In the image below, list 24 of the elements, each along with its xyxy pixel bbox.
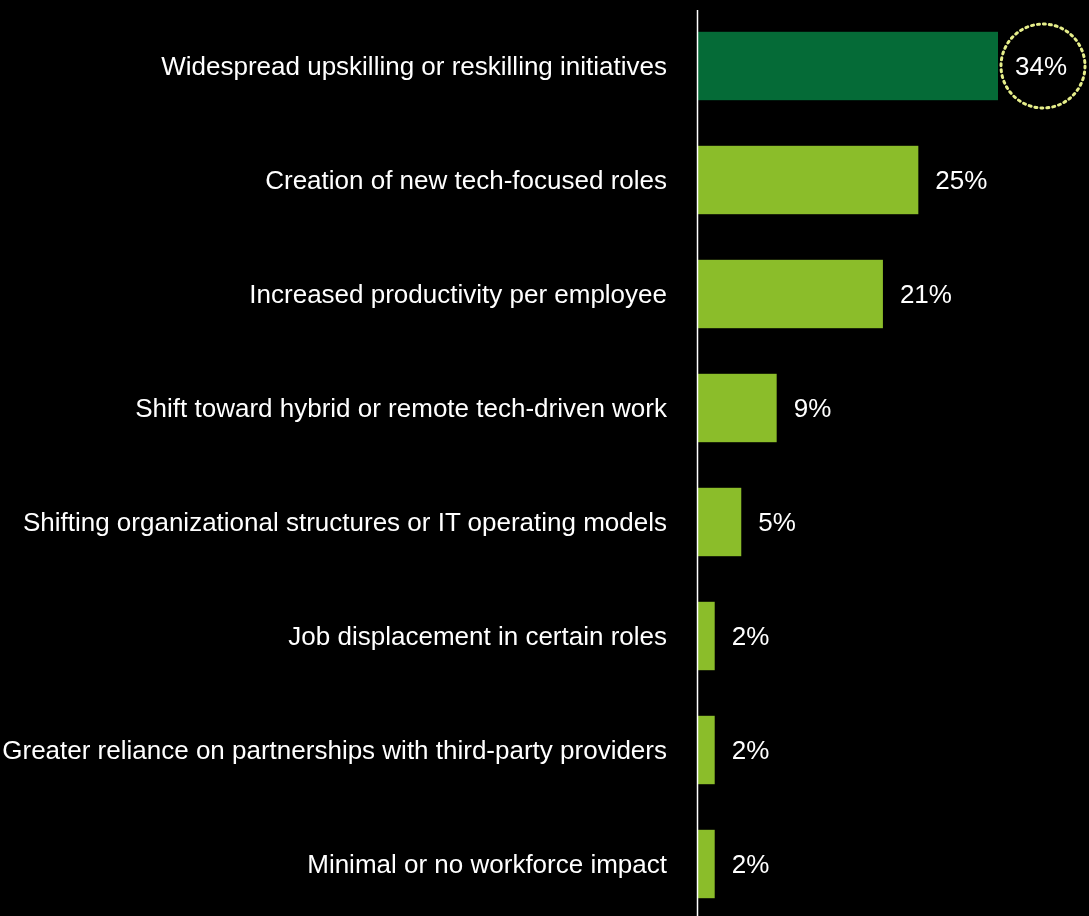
bar xyxy=(697,145,919,215)
y-tick-label: Job displacement in certain roles xyxy=(288,621,667,652)
bar xyxy=(697,31,998,101)
data-label: 34% xyxy=(1015,51,1068,82)
data-label: 2% xyxy=(731,735,770,766)
y-tick-label: Increased productivity per employee xyxy=(249,279,667,310)
data-label: 2% xyxy=(731,849,770,880)
y-tick-label: Minimal or no workforce impact xyxy=(307,849,668,880)
data-label: 2% xyxy=(731,621,770,652)
bar xyxy=(697,601,715,671)
bar xyxy=(697,487,742,557)
bar xyxy=(697,373,777,443)
y-tick-label: Shift toward hybrid or remote tech-driven work xyxy=(135,393,668,424)
data-label: 5% xyxy=(758,507,796,538)
bar xyxy=(697,259,883,329)
y-tick-label: Widespread upskilling or reskilling initiatives xyxy=(161,51,667,82)
data-label: 21% xyxy=(899,279,952,310)
y-tick-label: Creation of new tech-focused roles xyxy=(265,165,667,196)
data-label: 25% xyxy=(935,165,988,196)
data-label: 9% xyxy=(793,393,832,424)
y-tick-label: Greater reliance on partnerships with third-party providers xyxy=(2,735,667,766)
bar xyxy=(697,715,715,785)
y-tick-label: Shifting organizational structures or IT operating models xyxy=(22,507,667,538)
bar xyxy=(697,829,715,899)
